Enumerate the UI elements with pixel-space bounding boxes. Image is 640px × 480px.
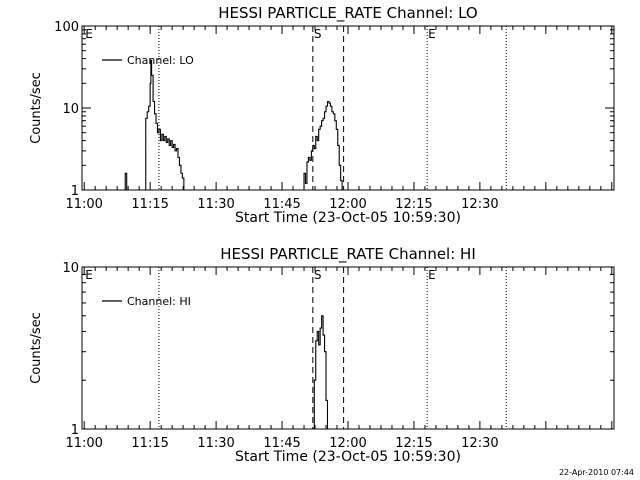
- series-line: [312, 315, 329, 430]
- legend-entry: Channel: HI: [127, 295, 191, 308]
- event-marker: S: [314, 268, 322, 282]
- legend-entry: Channel: LO: [127, 54, 194, 67]
- x-axis-label: Start Time (23-Oct-05 10:59:30): [235, 449, 461, 465]
- y-axis-label: Counts/sec: [29, 72, 44, 144]
- series-line: [144, 59, 185, 191]
- plot-frame: [81, 25, 615, 191]
- y-tick-label: 10: [62, 261, 79, 276]
- x-tick-label: 11:00: [65, 436, 102, 451]
- chart-title: HESSI PARTICLE_RATE Channel: LO: [218, 4, 477, 23]
- y-tick-label: 1: [71, 423, 79, 438]
- plot-frame: [81, 266, 615, 430]
- event-marker: E: [428, 27, 436, 41]
- x-tick-label: 12:15: [395, 436, 432, 451]
- event-marker: E: [85, 27, 93, 41]
- series-line: [302, 100, 343, 191]
- x-axis-label: Start Time (23-Oct-05 10:59:30): [235, 210, 461, 226]
- chart-panel-lo: HESSI PARTICLE_RATE Channel: LOE S E11:00 1…: [29, 4, 615, 226]
- x-tick-label: 12:15: [395, 197, 432, 212]
- x-tick-label: 11:45: [263, 197, 300, 212]
- event-marker: S: [314, 27, 322, 41]
- x-tick-label: 11:30: [197, 436, 234, 451]
- x-tick-label: 11:15: [131, 436, 168, 451]
- event-marker: E: [85, 268, 93, 282]
- x-tick-label: 11:30: [197, 197, 234, 212]
- x-tick-label: 12:30: [461, 436, 498, 451]
- series-line: [123, 172, 128, 191]
- x-tick-label: 11:00: [65, 197, 102, 212]
- y-tick-label: 10: [62, 102, 79, 117]
- x-tick-label: 11:45: [263, 436, 300, 451]
- chart-title: HESSI PARTICLE_RATE Channel: HI: [220, 245, 476, 264]
- x-tick-label: 12:00: [329, 436, 366, 451]
- event-marker: E: [428, 268, 436, 282]
- chart-panel-hi: HESSI PARTICLE_RATE Channel: HIE S E11:00 1…: [29, 245, 615, 465]
- y-tick-label: 100: [54, 20, 79, 35]
- y-tick-label: 1: [71, 184, 79, 199]
- x-tick-label: 12:00: [329, 197, 366, 212]
- x-tick-label: 11:15: [131, 197, 168, 212]
- y-axis-label: Counts/sec: [29, 312, 44, 384]
- x-tick-label: 12:30: [461, 197, 498, 212]
- generation-timestamp: 22-Apr-2010 07:44: [558, 468, 634, 477]
